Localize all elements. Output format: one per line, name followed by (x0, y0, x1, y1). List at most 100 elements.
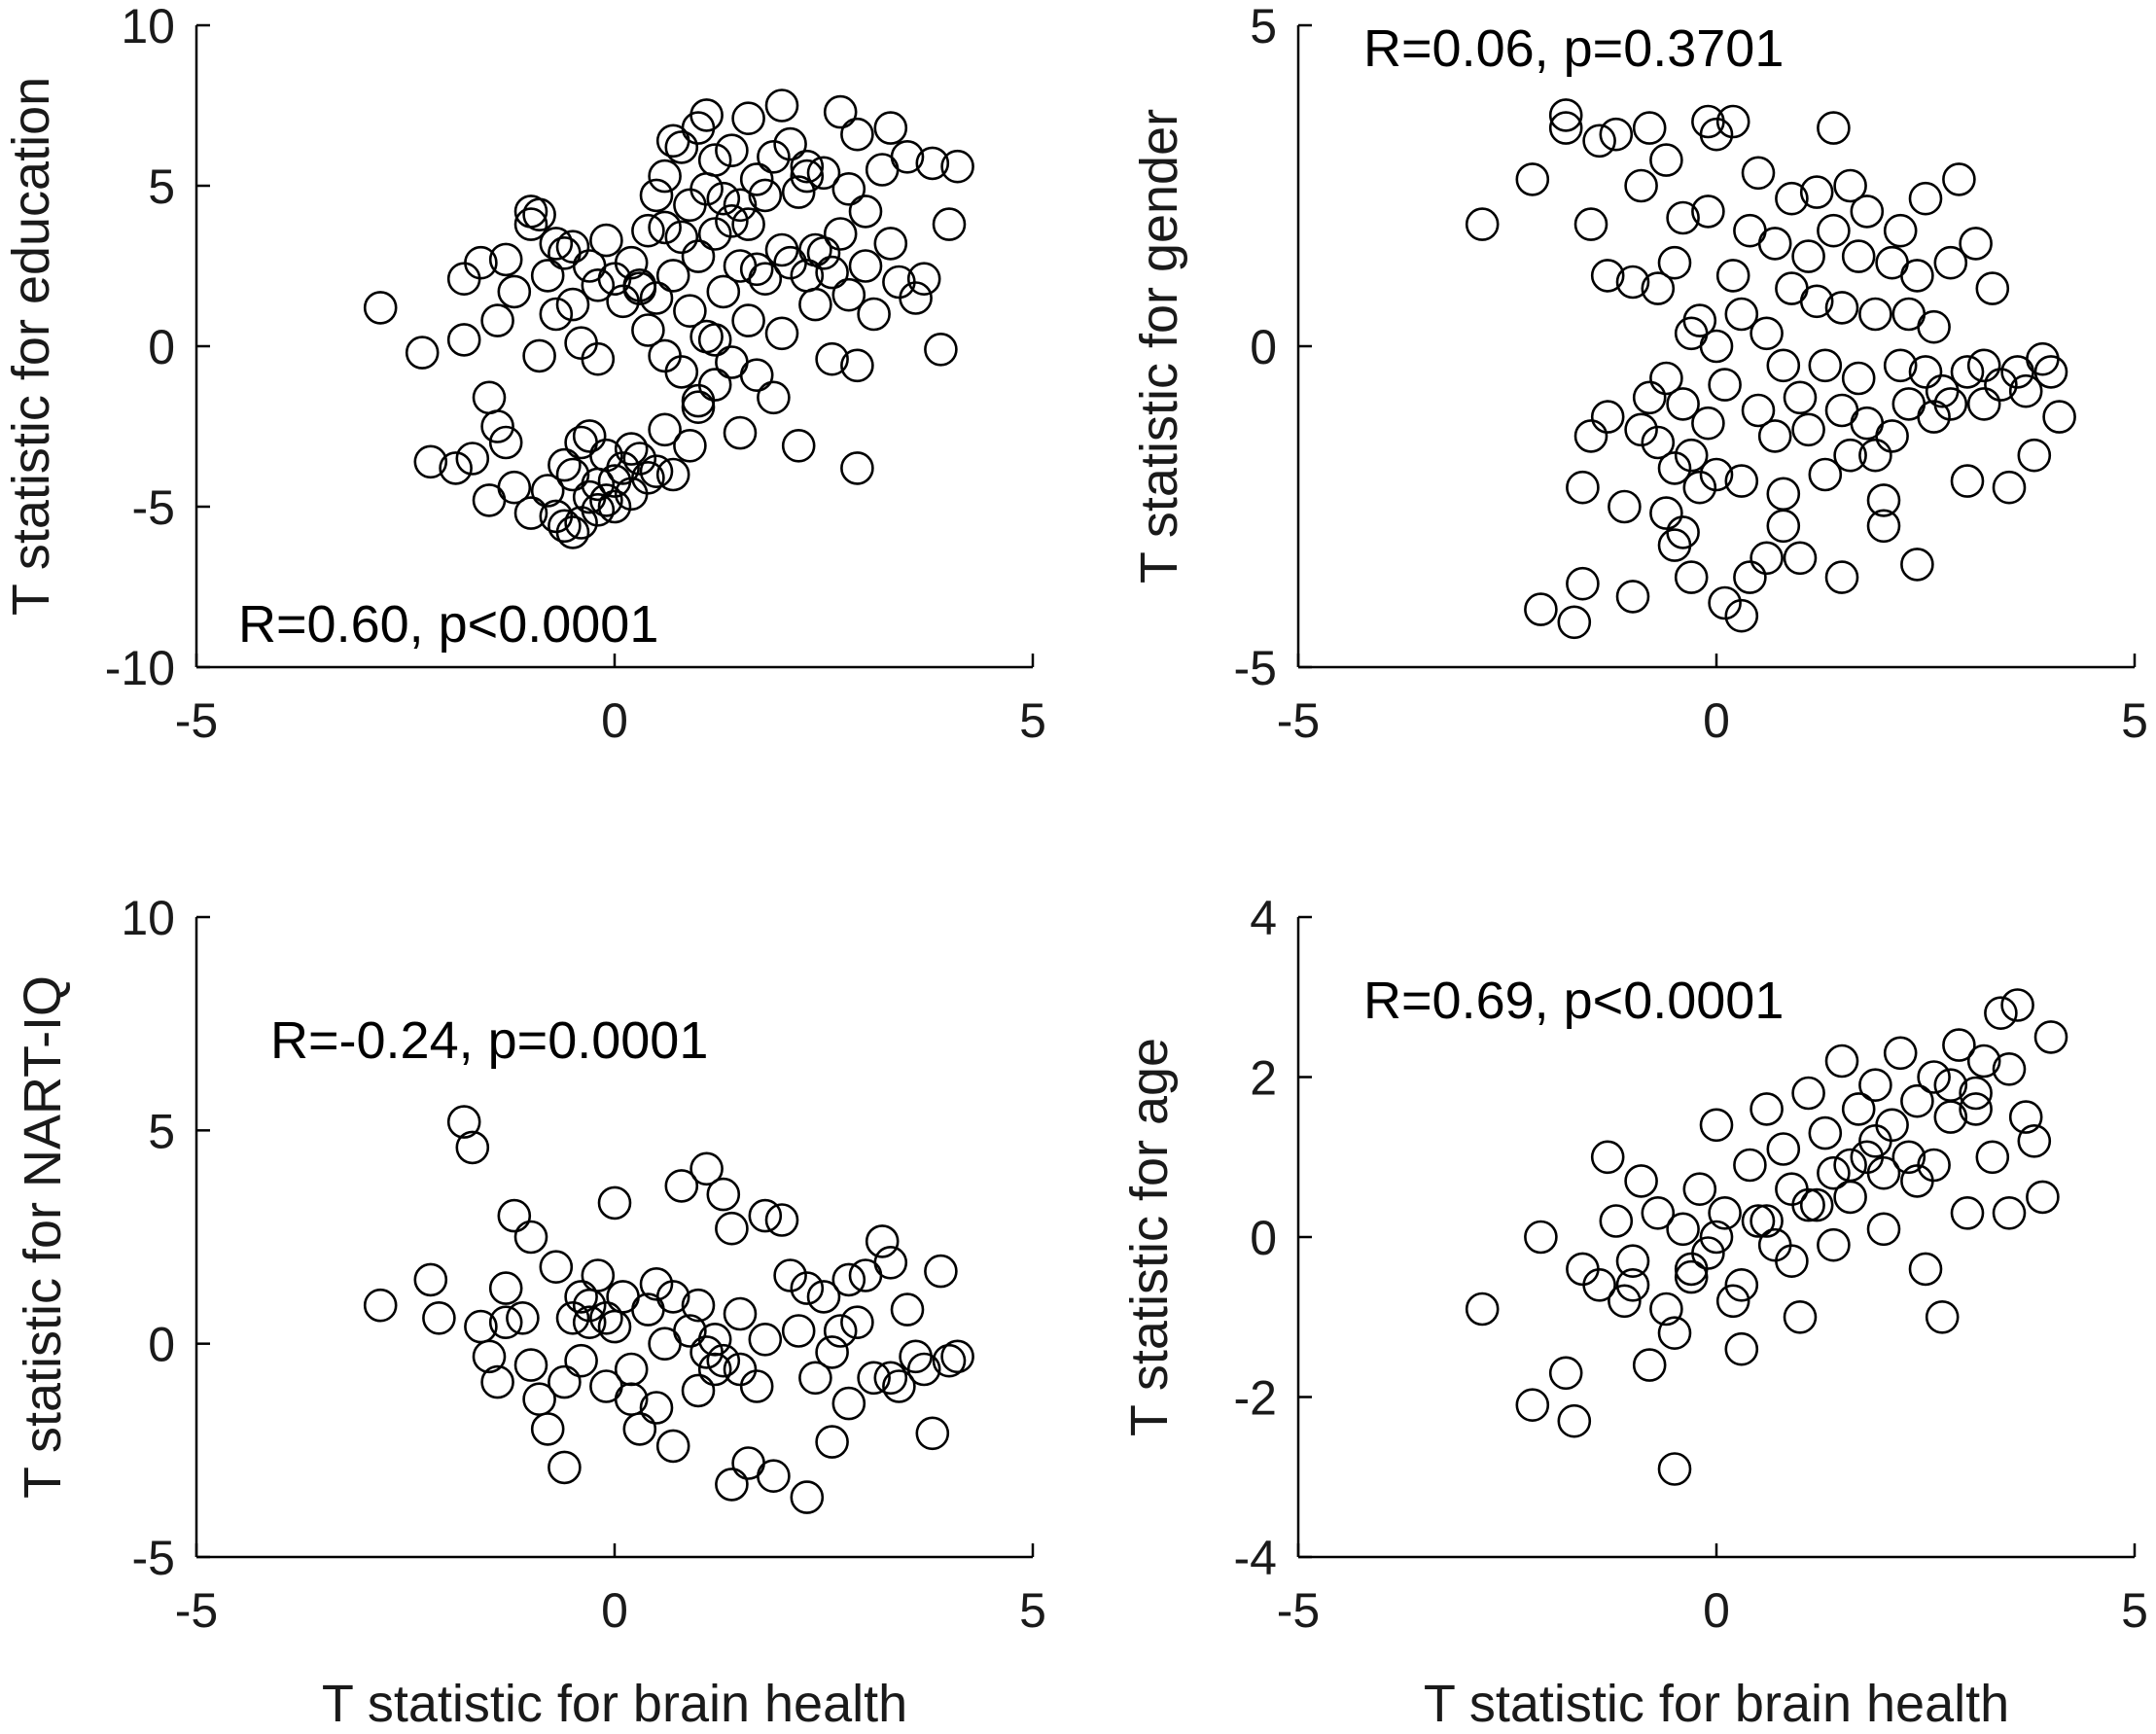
nart-iq-point (697, 1352, 732, 1387)
gender-point (1750, 316, 1784, 351)
nart-iq-point (446, 1105, 481, 1139)
age-point (1942, 1028, 1976, 1062)
education-point (748, 262, 783, 297)
education-y-tick-label: -5 (132, 480, 175, 535)
age-point (1975, 1140, 2010, 1175)
gender-y-tick-label: 5 (1250, 0, 1277, 53)
education-point (790, 149, 825, 184)
age-point (1966, 1044, 2001, 1079)
education-point (840, 451, 874, 485)
age-point (1791, 1187, 1825, 1222)
age-point (1548, 1356, 1583, 1391)
nart-iq-point (655, 1429, 690, 1464)
age-point (1666, 1212, 1700, 1247)
nart-iq-point (614, 1352, 649, 1387)
education-point (906, 262, 941, 297)
education-point (555, 230, 590, 264)
gender-point (1715, 259, 1750, 293)
gender-point (1883, 348, 1918, 383)
nart-iq-point (764, 1203, 799, 1237)
gender-point (1708, 368, 1742, 402)
gender-point (1966, 387, 2001, 421)
nart-iq-point (597, 1185, 632, 1221)
gender-point (1950, 464, 1985, 498)
gender-point (1682, 303, 1717, 337)
gender-point (1858, 438, 1892, 473)
nart-iq-point (831, 1386, 866, 1421)
education-x-tick-label: -5 (175, 693, 218, 748)
education-point (655, 259, 690, 293)
education-point (739, 252, 774, 287)
gender-point (1750, 541, 1784, 576)
gender-x-tick-label: 0 (1703, 693, 1730, 748)
age-point (2026, 1180, 2060, 1215)
gender-point (1691, 406, 1725, 441)
nart-iq-point (790, 1271, 825, 1305)
education-point (806, 156, 841, 191)
nart-iq-point (940, 1339, 974, 1374)
nart-iq-x-tick-label: 0 (601, 1583, 628, 1638)
education-point (622, 442, 657, 476)
age-point (1950, 1196, 1985, 1230)
age-point (1682, 1172, 1717, 1206)
education-point (673, 294, 707, 329)
education-point (455, 442, 490, 476)
age-point (1908, 1252, 1943, 1287)
education-point (715, 133, 749, 167)
gender-point (1674, 560, 1709, 594)
education-point (639, 178, 674, 213)
gender-point (1808, 348, 1843, 383)
age-point (1900, 1164, 1934, 1198)
nart-iq-point (480, 1364, 514, 1399)
nart-iq-correlation-annotation: R=-0.24, p=0.0001 (270, 1011, 708, 1070)
age-point (1750, 1204, 1784, 1238)
gender-point (1908, 181, 1943, 216)
nart-iq-point (715, 1211, 749, 1246)
nart-iq-point (706, 1343, 741, 1378)
gender-point (1615, 580, 1650, 614)
education-point (597, 489, 632, 524)
gender-point (1624, 412, 1658, 447)
gender-point (1548, 98, 1583, 132)
gender-point (1900, 259, 1934, 293)
education-point (723, 415, 758, 450)
age-point (1524, 1220, 1558, 1255)
education-point (480, 303, 514, 337)
education-point (405, 336, 440, 370)
nart-iq-point (564, 1280, 598, 1314)
nart-iq-point (706, 1177, 741, 1212)
nart-iq-x-tick-label: -5 (175, 1583, 218, 1638)
gender-point (1933, 245, 1968, 280)
education-point (731, 303, 765, 337)
age-point (1866, 1155, 1901, 1190)
education-point (564, 326, 598, 361)
gender-point (1766, 477, 1801, 512)
nart-iq-point (472, 1339, 507, 1374)
nart-iq-y-tick-label: 0 (148, 1318, 175, 1372)
gender-point (1615, 265, 1650, 300)
gender-point (1691, 195, 1725, 229)
education-point (697, 217, 732, 251)
age-point (1465, 1292, 1500, 1327)
gender-point (1573, 419, 1608, 453)
nart-iq-point (882, 1369, 916, 1403)
education-point (731, 101, 765, 135)
age-point (1557, 1403, 1592, 1438)
gender-point (1608, 489, 1642, 524)
age-point (1799, 1187, 1834, 1222)
nart-iq-points (363, 1105, 974, 1514)
nart-iq-point (915, 1416, 950, 1451)
education-point (748, 178, 783, 213)
age-point (1615, 1268, 1650, 1302)
gender-points (1465, 98, 2076, 640)
gender-point (1724, 297, 1759, 332)
nart-iq-point (715, 1468, 749, 1502)
age-y-tick-label: 4 (1250, 891, 1277, 945)
education-point (589, 438, 623, 473)
age-x-tick-label: 5 (2121, 1583, 2148, 1638)
gender-point (1757, 227, 1792, 261)
gender-point (1942, 162, 1976, 196)
education-point (631, 213, 665, 248)
